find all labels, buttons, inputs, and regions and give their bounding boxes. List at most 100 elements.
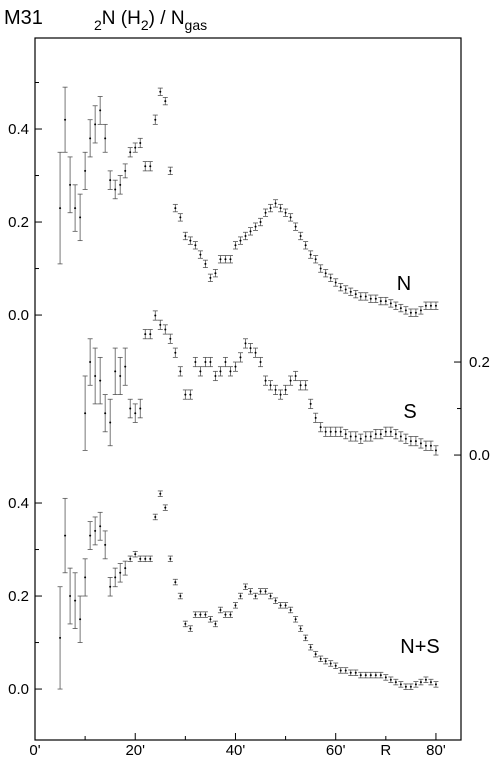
point	[289, 608, 292, 611]
error-point	[97, 96, 103, 125]
point	[169, 169, 172, 172]
error-point	[388, 426, 394, 437]
point	[254, 351, 257, 354]
point	[104, 412, 107, 415]
point	[124, 365, 127, 368]
point	[129, 151, 132, 154]
error-point	[172, 347, 178, 358]
error-point	[323, 426, 329, 437]
point	[129, 557, 132, 560]
point	[94, 529, 97, 532]
point	[224, 361, 227, 364]
error-point	[318, 422, 324, 433]
error-point	[258, 588, 264, 595]
error-point	[227, 255, 233, 264]
point	[319, 657, 322, 660]
point	[314, 416, 317, 419]
point	[274, 388, 277, 391]
point	[119, 571, 122, 574]
error-point	[222, 611, 228, 618]
error-point	[328, 273, 334, 282]
point	[344, 288, 347, 291]
point	[144, 557, 147, 560]
error-point	[403, 306, 409, 315]
point	[244, 342, 247, 345]
point	[329, 662, 332, 665]
y-axis-label-part: 2	[94, 17, 102, 33]
point	[379, 300, 382, 303]
point	[89, 534, 92, 537]
error-point	[112, 179, 118, 200]
point	[329, 430, 332, 433]
x-tick-label: 60'	[326, 742, 346, 758]
point	[179, 595, 182, 598]
error-point	[92, 347, 98, 405]
point	[234, 604, 237, 607]
error-point	[253, 592, 259, 600]
point	[279, 393, 282, 396]
error-point	[378, 671, 384, 679]
point	[174, 581, 177, 584]
error-point	[358, 292, 364, 301]
point	[334, 281, 337, 284]
error-point	[403, 433, 409, 444]
y-axis-label-part: N (H	[102, 8, 141, 29]
point	[309, 253, 312, 256]
point	[134, 412, 137, 415]
error-point	[102, 123, 108, 153]
error-point	[177, 213, 183, 222]
point	[234, 365, 237, 368]
error-point	[117, 175, 123, 195]
error-point	[413, 308, 419, 317]
x-tick-label: 0'	[29, 742, 40, 758]
point	[179, 370, 182, 373]
point	[114, 370, 117, 373]
error-point	[408, 683, 414, 690]
y-tick-label: 0.4	[8, 121, 29, 138]
point	[429, 444, 432, 447]
point	[284, 211, 287, 214]
point	[349, 671, 352, 674]
error-point	[403, 683, 409, 690]
error-point	[418, 306, 424, 315]
point	[264, 590, 267, 593]
point	[349, 290, 352, 293]
error-point	[363, 292, 369, 301]
error-point	[92, 105, 98, 144]
error-point	[428, 440, 434, 451]
point	[304, 384, 307, 387]
error-point	[398, 303, 404, 313]
point	[294, 374, 297, 377]
error-point	[283, 208, 289, 217]
error-point	[283, 602, 289, 609]
point	[84, 576, 87, 579]
point	[314, 653, 317, 656]
point	[339, 430, 342, 433]
point	[359, 437, 362, 440]
error-point	[162, 96, 168, 106]
point	[134, 553, 137, 556]
point	[409, 685, 412, 688]
point	[199, 253, 202, 256]
error-point	[157, 490, 163, 497]
point	[149, 557, 152, 560]
error-point	[127, 147, 133, 158]
point	[249, 230, 252, 233]
error-point	[62, 86, 68, 153]
error-point	[298, 231, 304, 241]
error-point	[338, 667, 344, 674]
error-point	[418, 438, 424, 449]
point	[199, 370, 202, 373]
point	[154, 118, 157, 121]
error-point	[57, 586, 63, 690]
point	[379, 433, 382, 436]
y-tick-label: 0.4	[8, 495, 29, 512]
point	[169, 557, 172, 560]
point	[219, 608, 222, 611]
point	[364, 674, 367, 677]
point	[304, 244, 307, 247]
error-point	[112, 567, 118, 588]
point	[219, 258, 222, 261]
point	[299, 627, 302, 630]
